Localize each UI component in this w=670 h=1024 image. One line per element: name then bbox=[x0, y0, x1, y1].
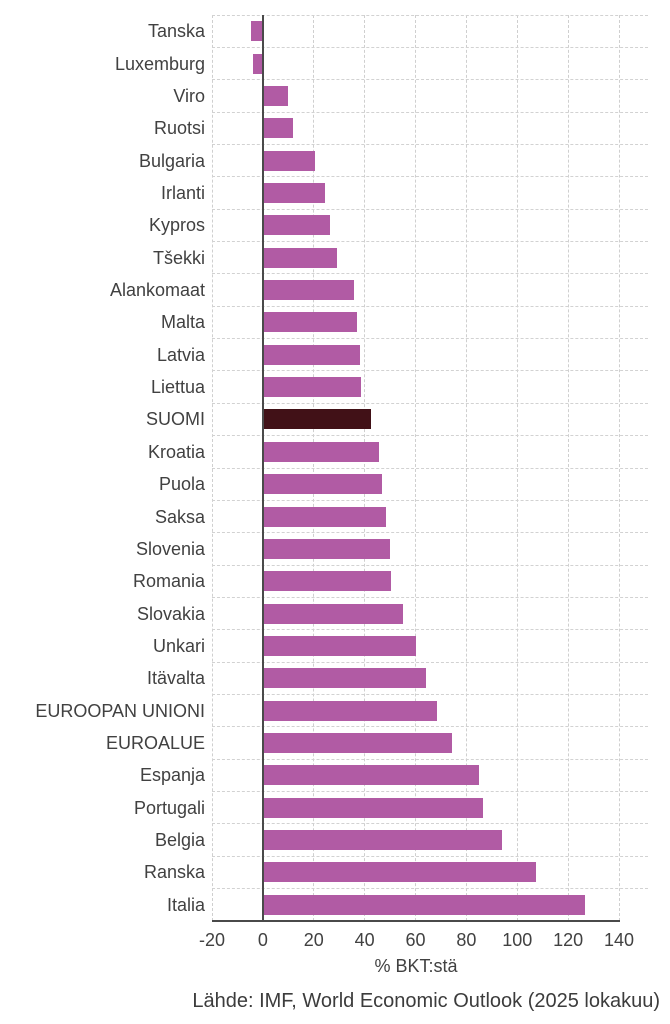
x-tick-label: -20 bbox=[198, 930, 225, 950]
category-label: Latvia bbox=[156, 344, 205, 365]
zero-axis-line bbox=[261, 15, 264, 921]
bar-romania bbox=[262, 571, 392, 592]
category-label: Ruotsi bbox=[153, 118, 205, 139]
row-separator bbox=[212, 435, 648, 437]
bar-t-ekki bbox=[262, 247, 337, 268]
bar-malta bbox=[262, 312, 357, 333]
x-tick-label: 100 bbox=[502, 930, 533, 950]
row-separator bbox=[212, 143, 648, 145]
category-label: Belgia bbox=[154, 830, 205, 851]
bar-euroopan-unioni bbox=[262, 700, 438, 721]
bar-it-valta bbox=[262, 668, 426, 689]
category-label: EUROOPAN UNIONI bbox=[35, 700, 205, 721]
x-tick-label: 0 bbox=[257, 930, 268, 950]
row-separator bbox=[212, 629, 648, 631]
bar-tanska bbox=[251, 21, 263, 42]
bar-italia bbox=[262, 894, 585, 915]
x-axis-line bbox=[212, 920, 620, 922]
category-label: Puola bbox=[158, 474, 205, 495]
row-separator bbox=[212, 694, 648, 695]
bar-ruotsi bbox=[262, 118, 294, 139]
category-label: Saksa bbox=[154, 506, 205, 527]
bar-kroatia bbox=[262, 441, 379, 462]
x-tick-label: 120 bbox=[553, 930, 584, 950]
x-tick-label: 60 bbox=[405, 930, 426, 950]
row-separator bbox=[212, 467, 648, 469]
row-separator bbox=[212, 46, 648, 48]
category-label: Malta bbox=[160, 312, 205, 333]
x-axis-label: % BKT:stä bbox=[374, 956, 458, 976]
bar-liettua bbox=[262, 377, 361, 398]
category-label: Itävalta bbox=[146, 668, 205, 689]
row-separator bbox=[212, 111, 648, 113]
category-label: Bulgaria bbox=[138, 150, 205, 171]
bar-latvia bbox=[262, 344, 360, 365]
category-label: Alankomaat bbox=[109, 280, 205, 301]
row-separator bbox=[212, 791, 648, 793]
category-label: Unkari bbox=[152, 635, 205, 656]
category-label: Tanska bbox=[147, 21, 205, 42]
bar-suomi bbox=[262, 409, 371, 430]
row-separator bbox=[212, 564, 648, 566]
bar-portugali bbox=[262, 797, 483, 818]
row-separator bbox=[212, 176, 648, 178]
bar-saksa bbox=[262, 506, 387, 527]
bar-slovakia bbox=[262, 603, 403, 624]
category-label: Slovenia bbox=[135, 538, 205, 559]
category-label: Ranska bbox=[143, 862, 205, 883]
category-label: Kroatia bbox=[147, 441, 205, 462]
category-label: Tšekki bbox=[152, 247, 205, 268]
category-label: EUROALUE bbox=[105, 733, 205, 754]
bar-slovenia bbox=[262, 538, 391, 559]
row-separator bbox=[212, 338, 648, 340]
row-separator bbox=[212, 370, 648, 372]
category-label: Portugali bbox=[133, 797, 205, 818]
row-separator bbox=[212, 499, 648, 501]
bar-kypros bbox=[262, 215, 331, 236]
category-label: Viro bbox=[173, 85, 205, 106]
bar-irlanti bbox=[262, 182, 326, 203]
row-separator bbox=[212, 758, 648, 760]
bar-viro bbox=[262, 85, 289, 106]
bar-unkari bbox=[262, 635, 416, 656]
row-separator bbox=[212, 273, 648, 275]
bar-alankomaat bbox=[262, 280, 355, 301]
row-separator bbox=[212, 402, 648, 404]
category-label: Slovakia bbox=[136, 603, 205, 624]
row-separator bbox=[212, 596, 648, 598]
bar-puola bbox=[262, 474, 383, 495]
x-tick-label: 80 bbox=[456, 930, 477, 950]
row-separator bbox=[212, 79, 648, 81]
row-separator bbox=[212, 14, 648, 16]
bar-luxemburg bbox=[252, 53, 263, 74]
bar-espanja bbox=[262, 765, 480, 786]
category-label: Italia bbox=[166, 894, 205, 915]
x-tick-label: 20 bbox=[303, 930, 324, 950]
row-separator bbox=[212, 726, 648, 728]
row-separator bbox=[212, 532, 648, 534]
bar-belgia bbox=[262, 830, 502, 851]
row-separator bbox=[212, 855, 648, 857]
bar-bulgaria bbox=[262, 150, 316, 171]
x-tick-label: 40 bbox=[354, 930, 375, 950]
category-label: Luxemburg bbox=[114, 53, 205, 74]
category-label: SUOMI bbox=[145, 409, 205, 430]
category-label: Romania bbox=[132, 571, 205, 592]
row-separator bbox=[212, 888, 648, 890]
source-caption: Lähde: IMF, World Economic Outlook (2025… bbox=[192, 990, 660, 1012]
bar-ranska bbox=[262, 862, 537, 883]
row-separator bbox=[212, 661, 648, 663]
row-separator bbox=[212, 241, 648, 242]
bar-euroalue bbox=[262, 733, 453, 754]
category-label: Espanja bbox=[139, 765, 205, 786]
category-label: Liettua bbox=[150, 377, 205, 398]
category-label: Kypros bbox=[148, 215, 205, 236]
row-separator bbox=[212, 823, 648, 825]
row-separator bbox=[212, 305, 648, 307]
row-separator bbox=[212, 208, 648, 210]
category-label: Irlanti bbox=[160, 182, 205, 203]
x-tick-label: 140 bbox=[603, 930, 635, 950]
